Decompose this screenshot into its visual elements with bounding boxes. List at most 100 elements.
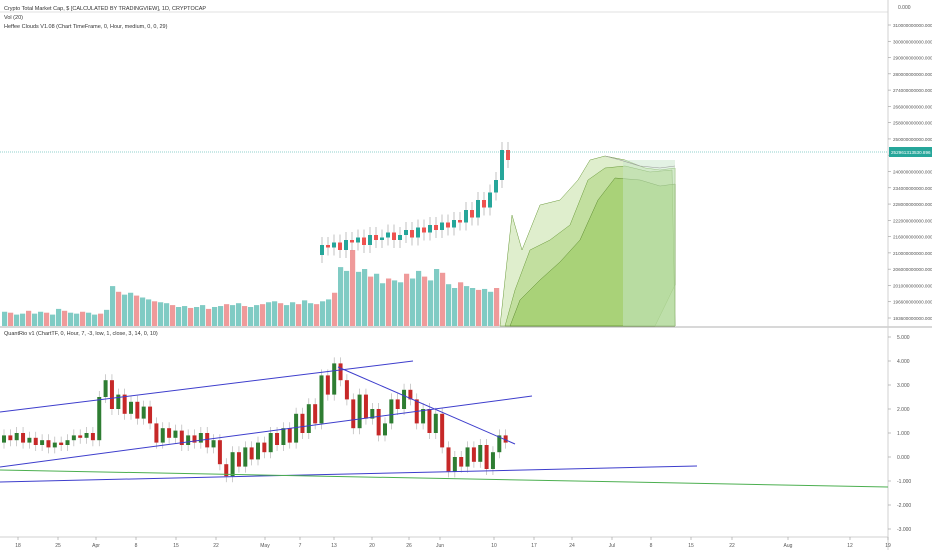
x-tick-label: 26: [406, 543, 412, 549]
osc-candle: [503, 435, 508, 443]
y-tick-label: 228000000000.000: [893, 202, 932, 207]
y-tick-label: 210000000000.000: [893, 251, 932, 256]
volume-bar: [380, 283, 386, 326]
price-candle: [398, 235, 402, 240]
volume-bar: [32, 313, 38, 326]
osc-y-tick-label: 4.000: [897, 359, 910, 365]
volume-bar: [38, 311, 44, 326]
osc-candle: [357, 394, 362, 429]
price-candle: [404, 230, 408, 235]
osc-candle: [186, 435, 191, 445]
price-candle: [380, 237, 384, 240]
volume-bar: [104, 309, 110, 326]
volume-bar: [422, 276, 428, 326]
price-candle: [446, 222, 450, 228]
osc-candle: [129, 401, 133, 414]
volume-bar: [44, 312, 50, 326]
osc-candle: [268, 433, 273, 453]
osc-candle: [14, 433, 19, 441]
volume-bar: [200, 305, 206, 326]
volume-bar: [128, 292, 134, 326]
osc-candle: [351, 399, 356, 429]
volume-bar: [152, 301, 158, 326]
osc-candle: [471, 447, 476, 462]
osc-candle: [256, 442, 260, 460]
osc-candle: [484, 445, 489, 469]
volume-bar: [386, 278, 392, 326]
price-candle: [422, 227, 426, 233]
clouds-indicator-label[interactable]: Heffee Clouds V1.08 (Chart TimeFrame, 0,…: [4, 24, 168, 30]
x-tick-label: Apr: [92, 543, 100, 549]
volume-bar: [140, 297, 146, 326]
osc-candle: [211, 440, 216, 448]
osc-candle: [167, 428, 172, 438]
volume-bar: [2, 311, 8, 326]
osc-y-tick-label: -1.000: [897, 479, 911, 485]
osc-y-tick-label: -3.000: [897, 527, 911, 533]
price-candle: [392, 232, 396, 240]
osc-y-tick-label: 5.000: [897, 335, 910, 341]
price-candle: [494, 180, 498, 193]
x-tick-label: 7: [299, 543, 302, 549]
volume-bar: [224, 304, 230, 326]
volume-bar: [170, 305, 176, 326]
volume-bar: [164, 303, 170, 326]
volume-bar: [290, 302, 296, 326]
volume-bar: [368, 276, 374, 326]
osc-candle: [148, 406, 153, 424]
y-tick-label: 234000000000.000: [893, 186, 932, 191]
osc-candle: [338, 363, 343, 381]
price-candle: [452, 220, 456, 228]
x-tick-label: 15: [173, 543, 179, 549]
osc-candle: [275, 433, 280, 445]
price-candle: [476, 200, 480, 218]
x-tick-label: 15: [688, 543, 694, 549]
price-candle: [410, 230, 414, 238]
volume-bar: [392, 280, 398, 326]
symbol-title[interactable]: Crypto Total Market Cap, $ [CALCULATED B…: [4, 6, 207, 12]
volume-bar: [158, 302, 164, 326]
volume-bar: [296, 304, 302, 326]
volume-bar: [98, 313, 104, 326]
y-tick-label: 206000000000.000: [893, 267, 932, 272]
y-tick-label: 193600000000.000: [893, 316, 932, 321]
price-candle: [440, 222, 444, 230]
volume-bar: [494, 288, 500, 326]
volume-bar: [146, 299, 152, 326]
price-candle: [434, 225, 438, 230]
osc-candle: [421, 409, 426, 424]
osc-y-tick-label: 3.000: [897, 383, 910, 389]
volume-bar: [320, 301, 326, 326]
volume-indicator-label[interactable]: Vol (20): [4, 15, 23, 21]
osc-candle: [433, 413, 438, 433]
osc-candle: [71, 435, 76, 441]
volume-bar: [488, 291, 494, 326]
volume-bar: [374, 273, 380, 326]
volume-bar: [464, 286, 470, 326]
volume-bar: [266, 302, 272, 326]
volume-bar: [134, 295, 140, 326]
price-candle: [416, 227, 420, 238]
osc-candle: [370, 409, 375, 419]
volume-bar: [50, 314, 56, 326]
volume-bar: [254, 305, 260, 326]
volume-bar: [74, 313, 80, 326]
x-tick-label: 12: [847, 543, 853, 549]
osc-candle: [402, 389, 407, 409]
price-candle: [464, 210, 468, 223]
y-tick-label: 300000000000.000: [893, 39, 932, 44]
volume-bar: [20, 313, 26, 326]
y-tick-label: 240000000000.000: [893, 170, 932, 175]
osc-candle: [97, 397, 102, 441]
osc-candle: [478, 445, 483, 462]
price-candle: [326, 245, 330, 248]
osc-candle: [313, 404, 318, 424]
x-tick-label: 18: [15, 543, 21, 549]
volume-bar: [182, 306, 188, 326]
volume-bar: [308, 303, 314, 326]
osc-candle: [109, 380, 114, 409]
oscillator-indicator-label[interactable]: QuantRio v1 (ChartTF, 0, Hour, 7, -3, lo…: [4, 331, 158, 337]
x-tick-label: 22: [213, 543, 219, 549]
